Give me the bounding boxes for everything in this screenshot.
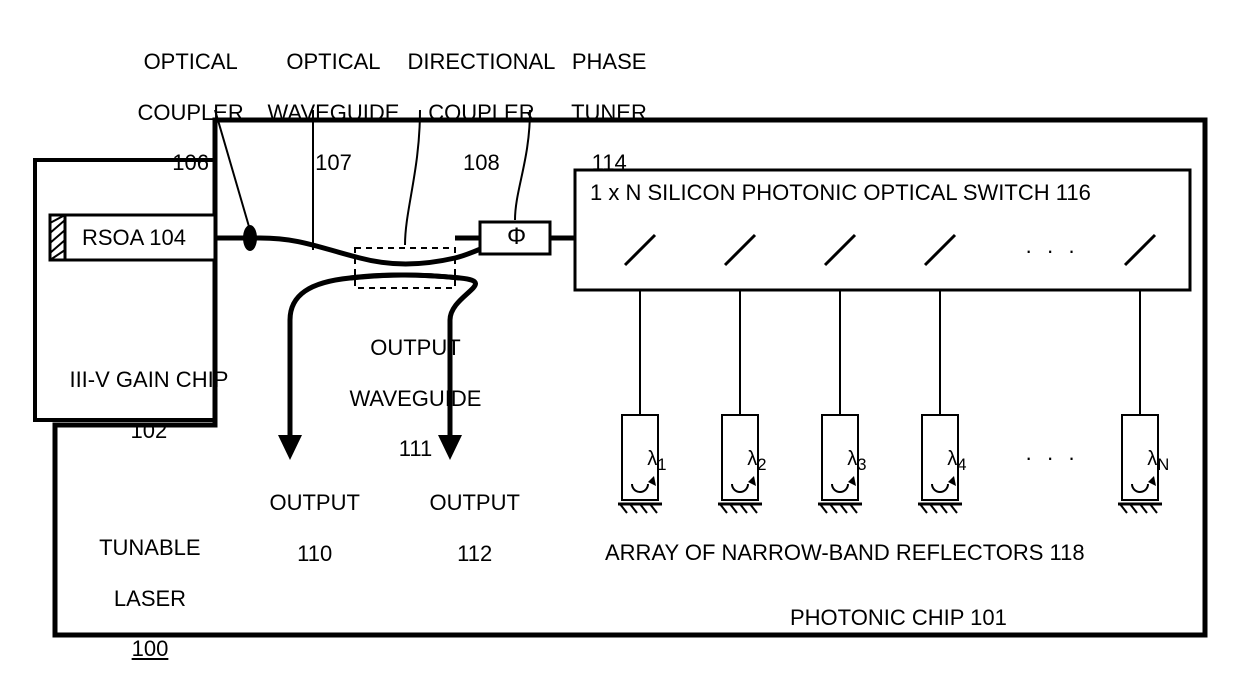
label-directional-coupler: DIRECTIONAL COUPLER 108 bbox=[383, 24, 555, 201]
label-tunable-laser: TUNABLE LASER 100 bbox=[75, 510, 201, 687]
lambda-1: λ1 bbox=[625, 425, 667, 497]
output1-arrow bbox=[278, 435, 302, 460]
label-rsoa: RSOA 104 bbox=[82, 225, 186, 250]
label-phi: Φ bbox=[507, 223, 526, 251]
label-gain-chip: III-V GAIN CHIP 102 bbox=[45, 342, 228, 468]
label-reflectors: ARRAY OF NARROW-BAND REFLECTORS 118 bbox=[605, 540, 1085, 565]
ellipsis-reflectors: · · · bbox=[1025, 445, 1079, 470]
label-output1: OUTPUT 110 bbox=[245, 465, 360, 591]
label-optical-coupler: OPTICAL COUPLER 106 bbox=[113, 24, 244, 201]
label-switch: 1 x N SILICON PHOTONIC OPTICAL SWITCH 11… bbox=[590, 180, 1091, 205]
label-optical-waveguide: OPTICAL WAVEGUIDE 107 bbox=[243, 24, 399, 201]
directional-coupler-box bbox=[355, 248, 455, 288]
ellipsis-switch: · · · bbox=[1025, 238, 1079, 263]
label-phase-tuner: PHASE TUNER 114 bbox=[547, 24, 647, 201]
label-output-waveguide: OUTPUT WAVEGUIDE 111 bbox=[325, 310, 481, 487]
lambda-4: λ4 bbox=[925, 425, 967, 497]
lambda-3: λ3 bbox=[825, 425, 867, 497]
label-photonic-chip: PHOTONIC CHIP 101 bbox=[790, 605, 1007, 630]
lambda-2: λ2 bbox=[725, 425, 767, 497]
label-output2: OUTPUT 112 bbox=[405, 465, 520, 591]
lambda-N: λN bbox=[1125, 425, 1169, 497]
